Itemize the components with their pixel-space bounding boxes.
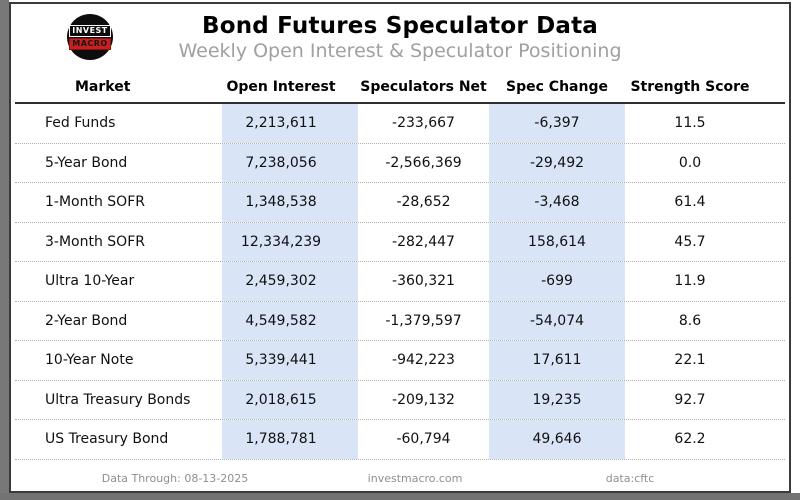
speculators-net-cell: -28,652	[396, 194, 451, 211]
strength-score-cell: 61.4	[674, 194, 706, 211]
speculators-net-cell: -2,566,369	[385, 154, 462, 171]
spec-change-cell: 49,646	[489, 420, 625, 459]
open-interest-cell: 12,334,239	[222, 222, 358, 261]
table-row: US Treasury Bond 1,788,781 -60,794 49,64…	[15, 420, 785, 460]
column-header-strength-score: Strength Score	[630, 79, 750, 95]
site-label: investmacro.com	[367, 472, 463, 485]
spec-change-cell: -699	[489, 262, 625, 301]
speculators-net-cell: -282,447	[392, 233, 455, 250]
open-interest-cell: 2,213,611	[222, 104, 358, 143]
table-body: Fed Funds 2,213,611 -233,667 -6,397 11.5…	[15, 104, 785, 460]
report-card: INVEST MACRO Bond Futures Speculator Dat…	[9, 2, 791, 493]
strength-score-cell: 45.7	[674, 233, 706, 250]
open-interest-cell: 7,238,056	[222, 143, 358, 182]
speculators-net-cell: -360,321	[392, 273, 455, 290]
spec-change-cell: -54,074	[489, 301, 625, 340]
speculators-net-cell: -60,794	[396, 431, 451, 448]
table-header-row: Market Open Interest Speculators Net Spe…	[15, 63, 785, 104]
table-row: Ultra Treasury Bonds 2,018,615 -209,132 …	[15, 380, 785, 420]
data-source-label: data:cftc	[605, 472, 655, 485]
market-cell: Ultra Treasury Bonds	[45, 391, 191, 408]
page-subtitle: Weekly Open Interest & Speculator Positi…	[178, 40, 622, 62]
market-cell: US Treasury Bond	[45, 431, 169, 448]
open-interest-cell: 2,018,615	[222, 380, 358, 419]
market-cell: 5-Year Bond	[45, 154, 128, 171]
spec-change-cell: -3,468	[489, 183, 625, 222]
market-cell: 10-Year Note	[45, 352, 134, 369]
spec-change-cell: -29,492	[489, 143, 625, 182]
market-cell: 2-Year Bond	[45, 312, 128, 329]
column-header-spec-change: Spec Change	[506, 79, 608, 95]
market-cell: 1-Month SOFR	[45, 194, 145, 211]
column-header-open-interest: Open Interest	[226, 79, 336, 95]
spec-change-cell: 158,614	[489, 222, 625, 261]
open-interest-cell: 1,788,781	[222, 420, 358, 459]
logo-text-invest: INVEST	[69, 24, 111, 37]
spec-change-cell: 19,235	[489, 380, 625, 419]
table-row: 1-Month SOFR 1,348,538 -28,652 -3,468 61…	[15, 183, 785, 223]
speculators-net-cell: -1,379,597	[385, 312, 462, 329]
strength-score-cell: 11.9	[674, 273, 706, 290]
open-interest-cell: 5,339,441	[222, 341, 358, 380]
market-cell: Fed Funds	[45, 115, 116, 132]
page-title: Bond Futures Speculator Data	[201, 13, 599, 39]
table-row: 2-Year Bond 4,549,582 -1,379,597 -54,074…	[15, 301, 785, 341]
speculators-net-cell: -942,223	[392, 352, 455, 369]
header-titles: Bond Futures Speculator Data Weekly Open…	[11, 4, 789, 63]
table-row: Ultra 10-Year 2,459,302 -360,321 -699 11…	[15, 262, 785, 302]
strength-score-cell: 11.5	[674, 115, 706, 132]
spec-change-cell: -6,397	[489, 104, 625, 143]
column-header-market: Market	[75, 79, 131, 95]
table-row: Fed Funds 2,213,611 -233,667 -6,397 11.5	[15, 104, 785, 144]
strength-score-cell: 22.1	[674, 352, 706, 369]
spec-change-cell: 17,611	[489, 341, 625, 380]
market-cell: 3-Month SOFR	[45, 233, 145, 250]
data-through-label: Data Through: 08-13-2025	[101, 472, 249, 485]
report-footer: Data Through: 08-13-2025 investmacro.com…	[11, 472, 789, 486]
table-row: 3-Month SOFR 12,334,239 -282,447 158,614…	[15, 222, 785, 262]
investmacro-logo-icon: INVEST MACRO	[67, 14, 113, 60]
speculators-net-cell: -209,132	[392, 391, 455, 408]
column-header-speculators-net: Speculators Net	[360, 79, 487, 95]
open-interest-cell: 4,549,582	[222, 301, 358, 340]
speculator-table: Market Open Interest Speculators Net Spe…	[15, 63, 785, 460]
table-row: 10-Year Note 5,339,441 -942,223 17,611 2…	[15, 341, 785, 381]
left-margin-strip	[0, 0, 9, 500]
strength-score-cell: 92.7	[674, 391, 706, 408]
table-row: 5-Year Bond 7,238,056 -2,566,369 -29,492…	[15, 143, 785, 183]
strength-score-cell: 0.0	[678, 154, 702, 171]
strength-score-cell: 8.6	[678, 312, 702, 329]
bottom-margin-strip	[0, 493, 800, 500]
open-interest-cell: 1,348,538	[222, 183, 358, 222]
speculators-net-cell: -233,667	[392, 115, 455, 132]
market-cell: Ultra 10-Year	[45, 273, 135, 290]
open-interest-cell: 2,459,302	[222, 262, 358, 301]
strength-score-cell: 62.2	[674, 431, 706, 448]
logo-text-macro: MACRO	[69, 37, 111, 50]
